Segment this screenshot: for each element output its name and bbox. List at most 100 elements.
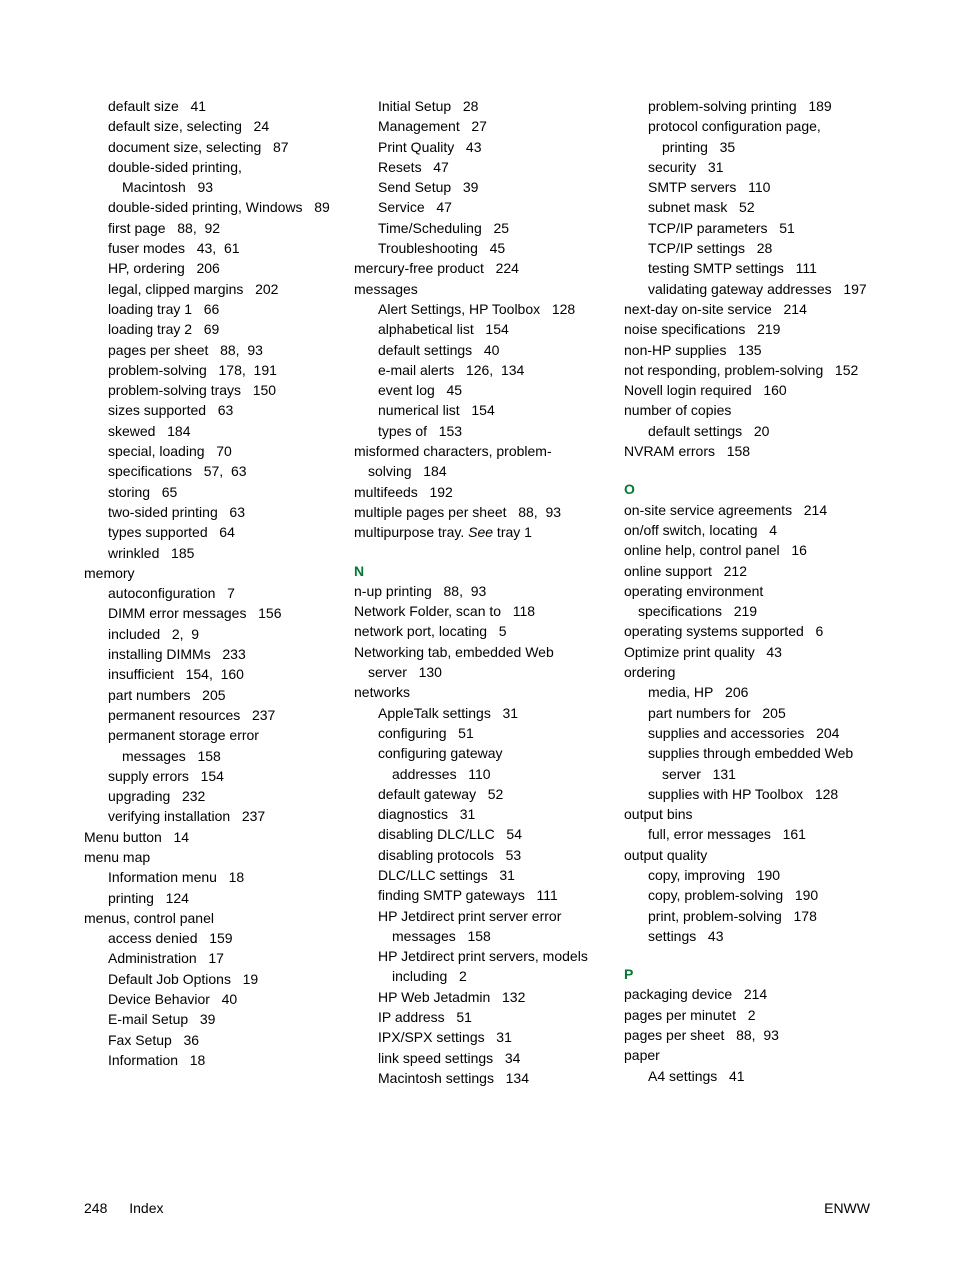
page-ref[interactable]: 232 [182, 788, 205, 804]
page-ref[interactable]: 134 [506, 1070, 529, 1086]
page-ref[interactable]: 197 [843, 281, 866, 297]
page-ref[interactable]: 126 [466, 362, 489, 378]
page-ref[interactable]: 219 [734, 603, 757, 619]
page-ref[interactable]: 63 [218, 402, 234, 418]
page-ref[interactable]: 51 [458, 725, 474, 741]
page-ref[interactable]: 9 [180, 626, 199, 642]
page-ref[interactable]: 43 [708, 928, 724, 944]
page-ref[interactable]: 20 [754, 423, 770, 439]
page-ref[interactable]: 156 [258, 605, 281, 621]
page-ref[interactable]: 53 [506, 847, 522, 863]
page-ref[interactable]: 89 [314, 199, 330, 215]
page-ref[interactable]: 18 [190, 1052, 206, 1068]
page-ref[interactable]: 41 [191, 98, 207, 114]
page-ref[interactable]: 153 [439, 423, 462, 439]
page-ref[interactable]: 39 [200, 1011, 216, 1027]
page-ref[interactable]: 31 [460, 806, 476, 822]
page-ref[interactable]: 214 [804, 502, 827, 518]
page-ref[interactable]: 134 [489, 362, 524, 378]
page-ref[interactable]: 2 [172, 626, 180, 642]
page-ref[interactable]: 19 [243, 971, 259, 987]
page-ref[interactable]: 43 [197, 240, 213, 256]
page-ref[interactable]: 51 [456, 1009, 472, 1025]
page-ref[interactable]: 2 [459, 968, 467, 984]
page-ref[interactable]: 93 [197, 179, 213, 195]
page-ref[interactable]: 88 [736, 1027, 752, 1043]
page-ref[interactable]: 161 [783, 826, 806, 842]
page-ref[interactable]: 2 [748, 1007, 756, 1023]
page-ref[interactable]: 17 [208, 950, 224, 966]
page-ref[interactable]: 191 [242, 362, 277, 378]
page-ref[interactable]: 51 [779, 220, 795, 236]
page-ref[interactable]: 205 [762, 705, 785, 721]
page-ref[interactable]: 52 [739, 199, 755, 215]
page-ref[interactable]: 70 [216, 443, 232, 459]
page-ref[interactable]: 158 [727, 443, 750, 459]
page-ref[interactable]: 87 [273, 139, 289, 155]
page-ref[interactable]: 159 [209, 930, 232, 946]
page-ref[interactable]: 130 [419, 664, 442, 680]
page-ref[interactable]: 57 [204, 463, 220, 479]
page-ref[interactable]: 132 [502, 989, 525, 1005]
page-ref[interactable]: 7 [227, 585, 235, 601]
page-ref[interactable]: 219 [757, 321, 780, 337]
page-ref[interactable]: 154 [485, 321, 508, 337]
page-ref[interactable]: 158 [197, 748, 220, 764]
page-ref[interactable]: 36 [184, 1032, 200, 1048]
page-ref[interactable]: 205 [202, 687, 225, 703]
page-ref[interactable]: 93 [236, 342, 263, 358]
page-ref[interactable]: 224 [496, 260, 519, 276]
page-ref[interactable]: 128 [815, 786, 838, 802]
page-ref[interactable]: 190 [795, 887, 818, 903]
page-ref[interactable]: 27 [471, 118, 487, 134]
page-ref[interactable]: 45 [490, 240, 506, 256]
page-ref[interactable]: 233 [222, 646, 245, 662]
page-ref[interactable]: 40 [484, 342, 500, 358]
page-ref[interactable]: 92 [193, 220, 220, 236]
page-ref[interactable]: 41 [729, 1068, 745, 1084]
page-ref[interactable]: 88 [177, 220, 193, 236]
page-ref[interactable]: 65 [162, 484, 178, 500]
page-ref[interactable]: 128 [552, 301, 575, 317]
page-ref[interactable]: 206 [196, 260, 219, 276]
page-ref[interactable]: 212 [724, 563, 747, 579]
page-ref[interactable]: 190 [757, 867, 780, 883]
page-ref[interactable]: 4 [769, 522, 777, 538]
page-ref[interactable]: 24 [254, 118, 270, 134]
page-ref[interactable]: 152 [835, 362, 858, 378]
page-ref[interactable]: 160 [763, 382, 786, 398]
page-ref[interactable]: 39 [463, 179, 479, 195]
page-ref[interactable]: 61 [212, 240, 239, 256]
page-ref[interactable]: 131 [713, 766, 736, 782]
page-ref[interactable]: 202 [255, 281, 278, 297]
page-ref[interactable]: 185 [171, 545, 194, 561]
page-ref[interactable]: 47 [433, 159, 449, 175]
page-ref[interactable]: 35 [720, 139, 736, 155]
page-ref[interactable]: 63 [219, 463, 246, 479]
page-ref[interactable]: 31 [496, 1029, 512, 1045]
page-ref[interactable]: 154 [201, 768, 224, 784]
page-ref[interactable]: 66 [204, 301, 220, 317]
page-ref[interactable]: 135 [738, 342, 761, 358]
page-ref[interactable]: 69 [204, 321, 220, 337]
page-ref[interactable]: 88 [444, 583, 460, 599]
page-ref[interactable]: 111 [537, 887, 558, 903]
page-ref[interactable]: 93 [459, 583, 486, 599]
page-ref[interactable]: 5 [499, 623, 507, 639]
page-ref[interactable]: 110 [468, 766, 490, 782]
page-ref[interactable]: 237 [252, 707, 275, 723]
page-ref[interactable]: 40 [222, 991, 238, 1007]
page-ref[interactable]: 189 [808, 98, 831, 114]
page-ref[interactable]: 64 [219, 524, 235, 540]
page-ref[interactable]: 178 [219, 362, 242, 378]
page-ref[interactable]: 43 [766, 644, 782, 660]
page-ref[interactable]: 206 [725, 684, 748, 700]
page-ref[interactable]: 184 [423, 463, 446, 479]
page-ref[interactable]: 154 [471, 402, 494, 418]
page-ref[interactable]: 93 [534, 504, 561, 520]
page-ref[interactable]: 150 [253, 382, 276, 398]
page-ref[interactable]: 214 [784, 301, 807, 317]
page-ref[interactable]: 88 [518, 504, 534, 520]
page-ref[interactable]: 34 [505, 1050, 521, 1066]
page-ref[interactable]: 204 [816, 725, 839, 741]
